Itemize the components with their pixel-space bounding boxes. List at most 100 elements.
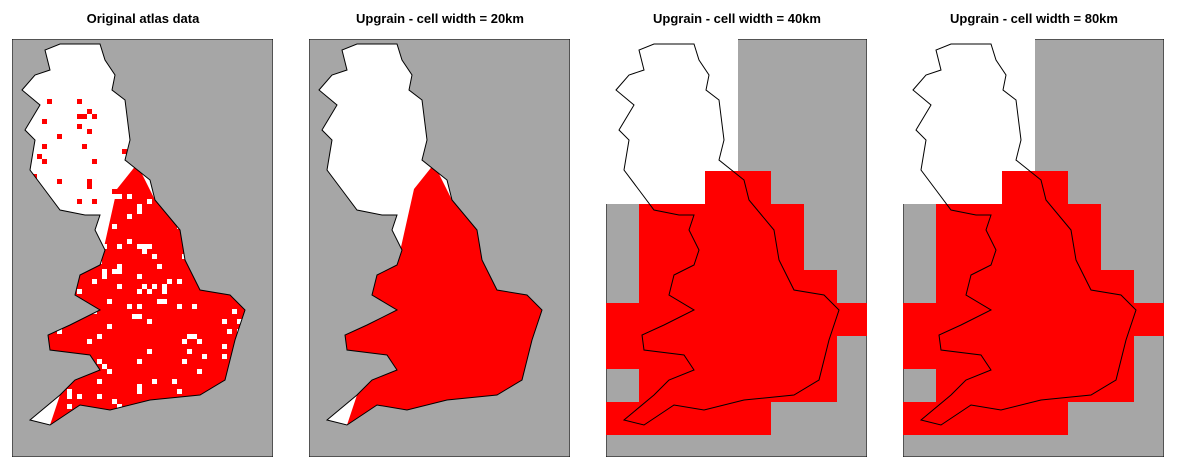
cell-absent xyxy=(639,72,672,105)
cell-present xyxy=(1101,303,1134,336)
absent-cell xyxy=(67,404,72,409)
absent-cell xyxy=(187,334,192,339)
present-cell xyxy=(57,134,62,139)
absent-cell xyxy=(182,339,187,344)
absent-cell xyxy=(167,279,172,284)
cell-present xyxy=(936,204,969,237)
absent-cell xyxy=(142,244,147,249)
cell-absent xyxy=(705,72,738,105)
cell-present xyxy=(969,336,1002,369)
cell-present xyxy=(1035,369,1068,402)
cell-present xyxy=(936,303,969,336)
absent-cell xyxy=(67,204,72,209)
absent-cell xyxy=(157,264,162,269)
cell-absent xyxy=(969,105,1002,138)
cell-present xyxy=(738,171,771,204)
absent-cell xyxy=(192,334,197,339)
present-cell xyxy=(42,144,47,149)
cell-absent xyxy=(639,171,672,204)
cell-present xyxy=(969,270,1002,303)
cell-present xyxy=(1101,270,1134,303)
present-cell xyxy=(107,239,112,244)
cell-present xyxy=(936,369,969,402)
cell-present xyxy=(705,402,738,435)
panel-title-20km: Upgrain - cell width = 20km xyxy=(356,11,524,26)
cell-absent xyxy=(903,72,936,105)
cell-present xyxy=(606,336,639,369)
cell-present xyxy=(1068,336,1101,369)
map-40km xyxy=(606,39,867,457)
cell-absent xyxy=(903,171,936,204)
absent-cell xyxy=(117,194,122,199)
cell-present xyxy=(1101,336,1134,369)
cell-absent xyxy=(672,72,705,105)
cell-absent xyxy=(936,171,969,204)
absent-cell xyxy=(197,339,202,344)
cell-present xyxy=(1035,171,1068,204)
absent-cell xyxy=(97,359,102,364)
cell-absent xyxy=(1002,138,1035,171)
absent-cell xyxy=(87,339,92,344)
cell-present xyxy=(969,369,1002,402)
absent-cell xyxy=(172,379,177,384)
absent-cell xyxy=(132,314,137,319)
absent-cell xyxy=(227,329,232,334)
absent-cell xyxy=(177,304,182,309)
absent-cell xyxy=(137,314,142,319)
absent-cell xyxy=(117,244,122,249)
cell-present xyxy=(771,336,804,369)
absent-cell xyxy=(137,274,142,279)
cell-present xyxy=(771,270,804,303)
absent-cell xyxy=(152,379,157,384)
cell-present xyxy=(639,237,672,270)
absent-cell xyxy=(137,204,142,209)
absent-cell xyxy=(147,319,152,324)
absent-cell xyxy=(112,269,117,274)
present-cell xyxy=(42,159,47,164)
absent-cell xyxy=(222,354,227,359)
cell-present xyxy=(1002,204,1035,237)
cell-present xyxy=(606,303,639,336)
absent-cell xyxy=(137,289,142,294)
present-cell xyxy=(92,114,97,119)
cell-present xyxy=(771,303,804,336)
cell-absent xyxy=(969,171,1002,204)
absent-cell xyxy=(137,389,142,394)
present-cell xyxy=(87,179,92,184)
cell-present xyxy=(705,369,738,402)
present-cell xyxy=(77,114,82,119)
cell-present xyxy=(1035,270,1068,303)
absent-cell xyxy=(222,344,227,349)
cell-present xyxy=(1035,237,1068,270)
absent-cell xyxy=(97,334,102,339)
present-cell xyxy=(122,149,127,154)
absent-cell xyxy=(107,369,112,374)
absent-cell xyxy=(117,264,122,269)
cell-present xyxy=(969,303,1002,336)
cell-absent xyxy=(936,105,969,138)
absent-cell xyxy=(152,284,157,289)
absent-cell xyxy=(77,394,82,399)
cell-absent xyxy=(903,39,936,72)
cell-present xyxy=(672,369,705,402)
cell-present xyxy=(738,270,771,303)
present-cell xyxy=(37,154,42,159)
absent-cell xyxy=(177,389,182,394)
absent-cell xyxy=(127,304,132,309)
absent-cell xyxy=(147,199,152,204)
cell-present xyxy=(1002,369,1035,402)
present-cell xyxy=(87,184,92,189)
absent-cell xyxy=(102,244,107,249)
absent-cell xyxy=(147,349,152,354)
present-cell xyxy=(92,159,97,164)
present-cell xyxy=(117,249,122,254)
cell-present xyxy=(936,270,969,303)
cell-present xyxy=(1035,402,1068,435)
map-original xyxy=(12,39,273,457)
coastline xyxy=(912,43,1137,426)
present-cell xyxy=(82,144,87,149)
cell-present xyxy=(738,369,771,402)
absent-cell xyxy=(67,389,72,394)
cell-present xyxy=(804,270,837,303)
cell-present xyxy=(738,237,771,270)
